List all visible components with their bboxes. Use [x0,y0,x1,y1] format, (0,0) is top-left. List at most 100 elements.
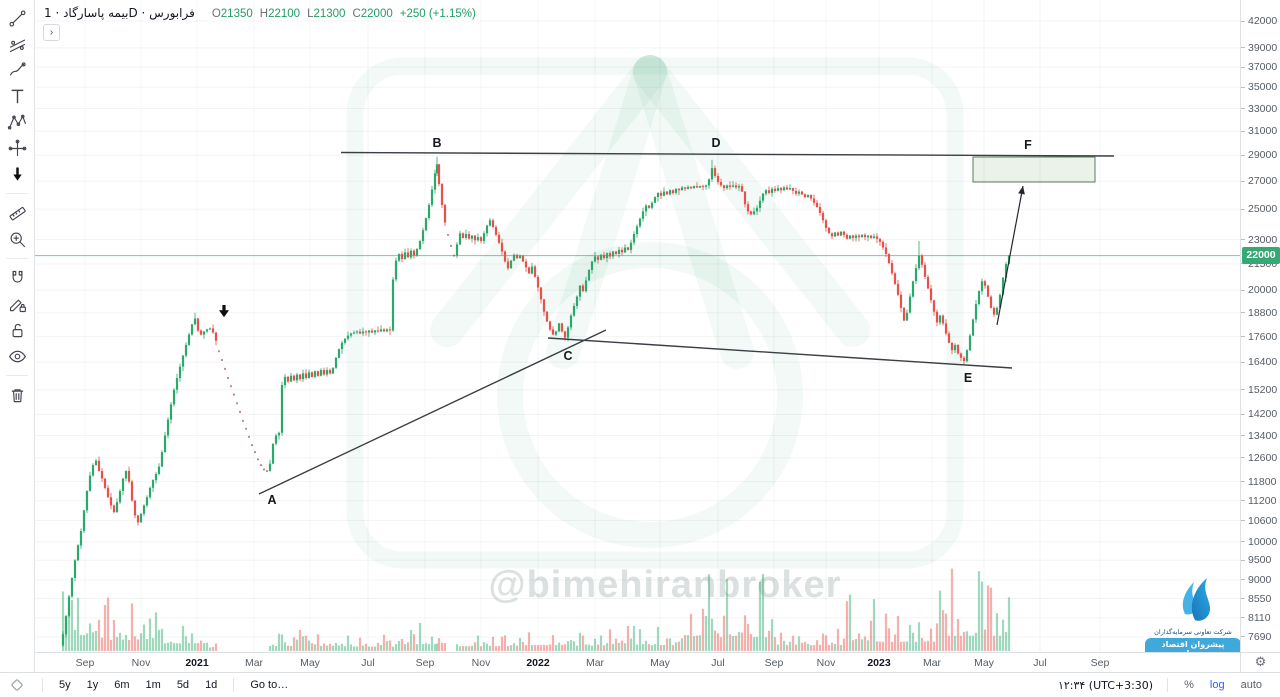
trash-tool[interactable] [3,382,31,408]
time-tick-label: Sep [75,657,95,669]
zoom-in-tool-icon [10,232,25,247]
annotations[interactable]: A B C D E F [218,136,1115,507]
forecast-tool[interactable] [3,135,31,161]
wave-label-D[interactable]: D [711,136,720,150]
trendline-tool[interactable] [3,5,31,31]
trash-tool-icon [11,388,23,402]
down-arrow-marker[interactable] [218,305,229,318]
time-tick-label: May [650,657,670,669]
symbol-legend: بیمه پاسارگاد · 1D · فرابورس O21350 H22100… [44,6,476,20]
price-tick-label: 27000 [1248,175,1278,188]
toolbar-separator [6,375,28,376]
range-button-5d[interactable]: 5d [176,679,190,691]
wave-label-E[interactable]: E [964,371,972,385]
resistance-line-BDF[interactable] [340,151,1115,157]
wave-label-C[interactable]: C [563,349,572,363]
price-tick [1241,435,1245,436]
log-scale-button[interactable]: log [1209,679,1225,691]
time-tick-label: Jul [361,657,375,669]
ohlc-key: C [352,8,361,20]
goto-button[interactable]: Go to… [250,679,289,691]
forecast-tool-icon [8,139,26,156]
fib-lines-tool-icon [9,39,25,52]
lock-tool-icon [12,323,22,337]
ohlc-key: L [307,8,314,20]
auto-scale-button[interactable]: auto [1240,679,1262,691]
eye-tool[interactable] [3,343,31,369]
time-tick-year: 2021 [185,657,209,669]
price-tick [1241,636,1245,638]
time-tick-label: Mar [922,657,942,669]
support-trendline-A[interactable] [258,329,607,495]
range-button-6m[interactable]: 6m [114,679,130,691]
grid [35,0,1240,652]
range-button-1y[interactable]: 1y [86,679,99,691]
projection-arrowhead [1018,186,1025,195]
drawing-lock-tool[interactable] [3,291,31,317]
zoom-in-tool[interactable] [3,226,31,252]
price-tick [1241,541,1245,543]
target-zone-box[interactable] [972,156,1096,183]
price-tick-label: 9000 [1248,573,1272,586]
time-tick-label: Jul [711,657,725,669]
object-tree-toggle-button[interactable]: › [43,24,60,41]
price-tick [1241,47,1245,49]
fib-lines-tool[interactable] [3,31,31,57]
current-price-badge: 22000 [1242,247,1280,265]
ohlc-key: O [211,8,221,20]
price-tick-label: 8550 [1248,592,1272,605]
magnet-tool-icon [12,270,22,283]
background-logo-watermark [346,55,964,569]
text-tool[interactable] [3,83,31,109]
wave-label-F[interactable]: F [1024,138,1032,152]
time-axis[interactable]: Sep Nov 2021 Mar May Jul Sep Nov 2022 Mar May Jul Se… [35,652,1240,672]
range-button-1m[interactable]: 1m [145,679,161,691]
chart-area[interactable]: A B C D E F بیمه پاسارگاد · 1D · فرابورس O2135… [35,0,1241,660]
price-tick-label: 11800 [1248,475,1277,488]
layout-widget-icon[interactable] [0,679,34,691]
ohlc-value: 21350 [220,8,253,20]
time-tick-label: Mar [585,657,605,669]
percent-scale-button[interactable]: % [1184,679,1194,691]
time-tick-label: Mar [244,657,264,669]
ruler-tool[interactable] [3,200,31,226]
drawing-lock-tool-icon [9,299,26,312]
range-button-1d[interactable]: 1d [205,679,218,691]
wave-label-A[interactable]: A [267,493,276,507]
lock-tool[interactable] [3,317,31,343]
trendline-CE[interactable] [547,337,1013,369]
price-tick-label: 10600 [1248,514,1278,527]
magnet-tool[interactable] [3,265,31,291]
price-tick [1241,389,1245,391]
price-tick [1241,579,1245,581]
price-tick-label: 25000 [1248,203,1278,216]
projection-arrow[interactable] [996,185,1024,326]
price-axis[interactable]: 42000 39000 37000 35000 33000 31000 29000 27000… [1240,0,1280,652]
arrow-marker-tool-icon [12,167,22,181]
brush-tool[interactable] [3,57,31,83]
price-tick-label: 29000 [1248,149,1278,162]
clock[interactable]: ۱۲:۳۴ (UTC+3:30) [1057,678,1154,692]
price-tick [1241,86,1245,88]
axis-settings-corner[interactable]: ⚙ [1240,652,1280,672]
price-tick [1241,20,1245,22]
gear-icon[interactable]: ⚙ [1254,655,1267,670]
price-tick [1241,180,1245,182]
ohlc-value: 21300 [313,8,346,20]
symbol-title[interactable]: بیمه پاسارگاد · 1D · فرابورس [44,6,195,20]
candlestick-chart[interactable]: A B C D E F [35,0,1240,652]
price-tick [1241,66,1245,68]
time-tick-label: Nov [131,657,151,669]
separator [1167,678,1169,692]
wave-label-B[interactable]: B [432,136,441,150]
price-tick-label: 33000 [1248,102,1278,115]
time-tick-label: Jul [1033,657,1047,669]
price-tick-label: 42000 [1248,15,1278,28]
price-tick [1241,413,1245,415]
price-tick-label: 15200 [1248,383,1278,396]
xabcd-pattern-tool[interactable] [3,109,31,135]
range-button-5y[interactable]: 5y [59,679,71,691]
brush-tool-icon [9,61,26,75]
price-tick-label: 10000 [1248,535,1278,548]
arrow-marker-tool[interactable] [3,161,31,187]
